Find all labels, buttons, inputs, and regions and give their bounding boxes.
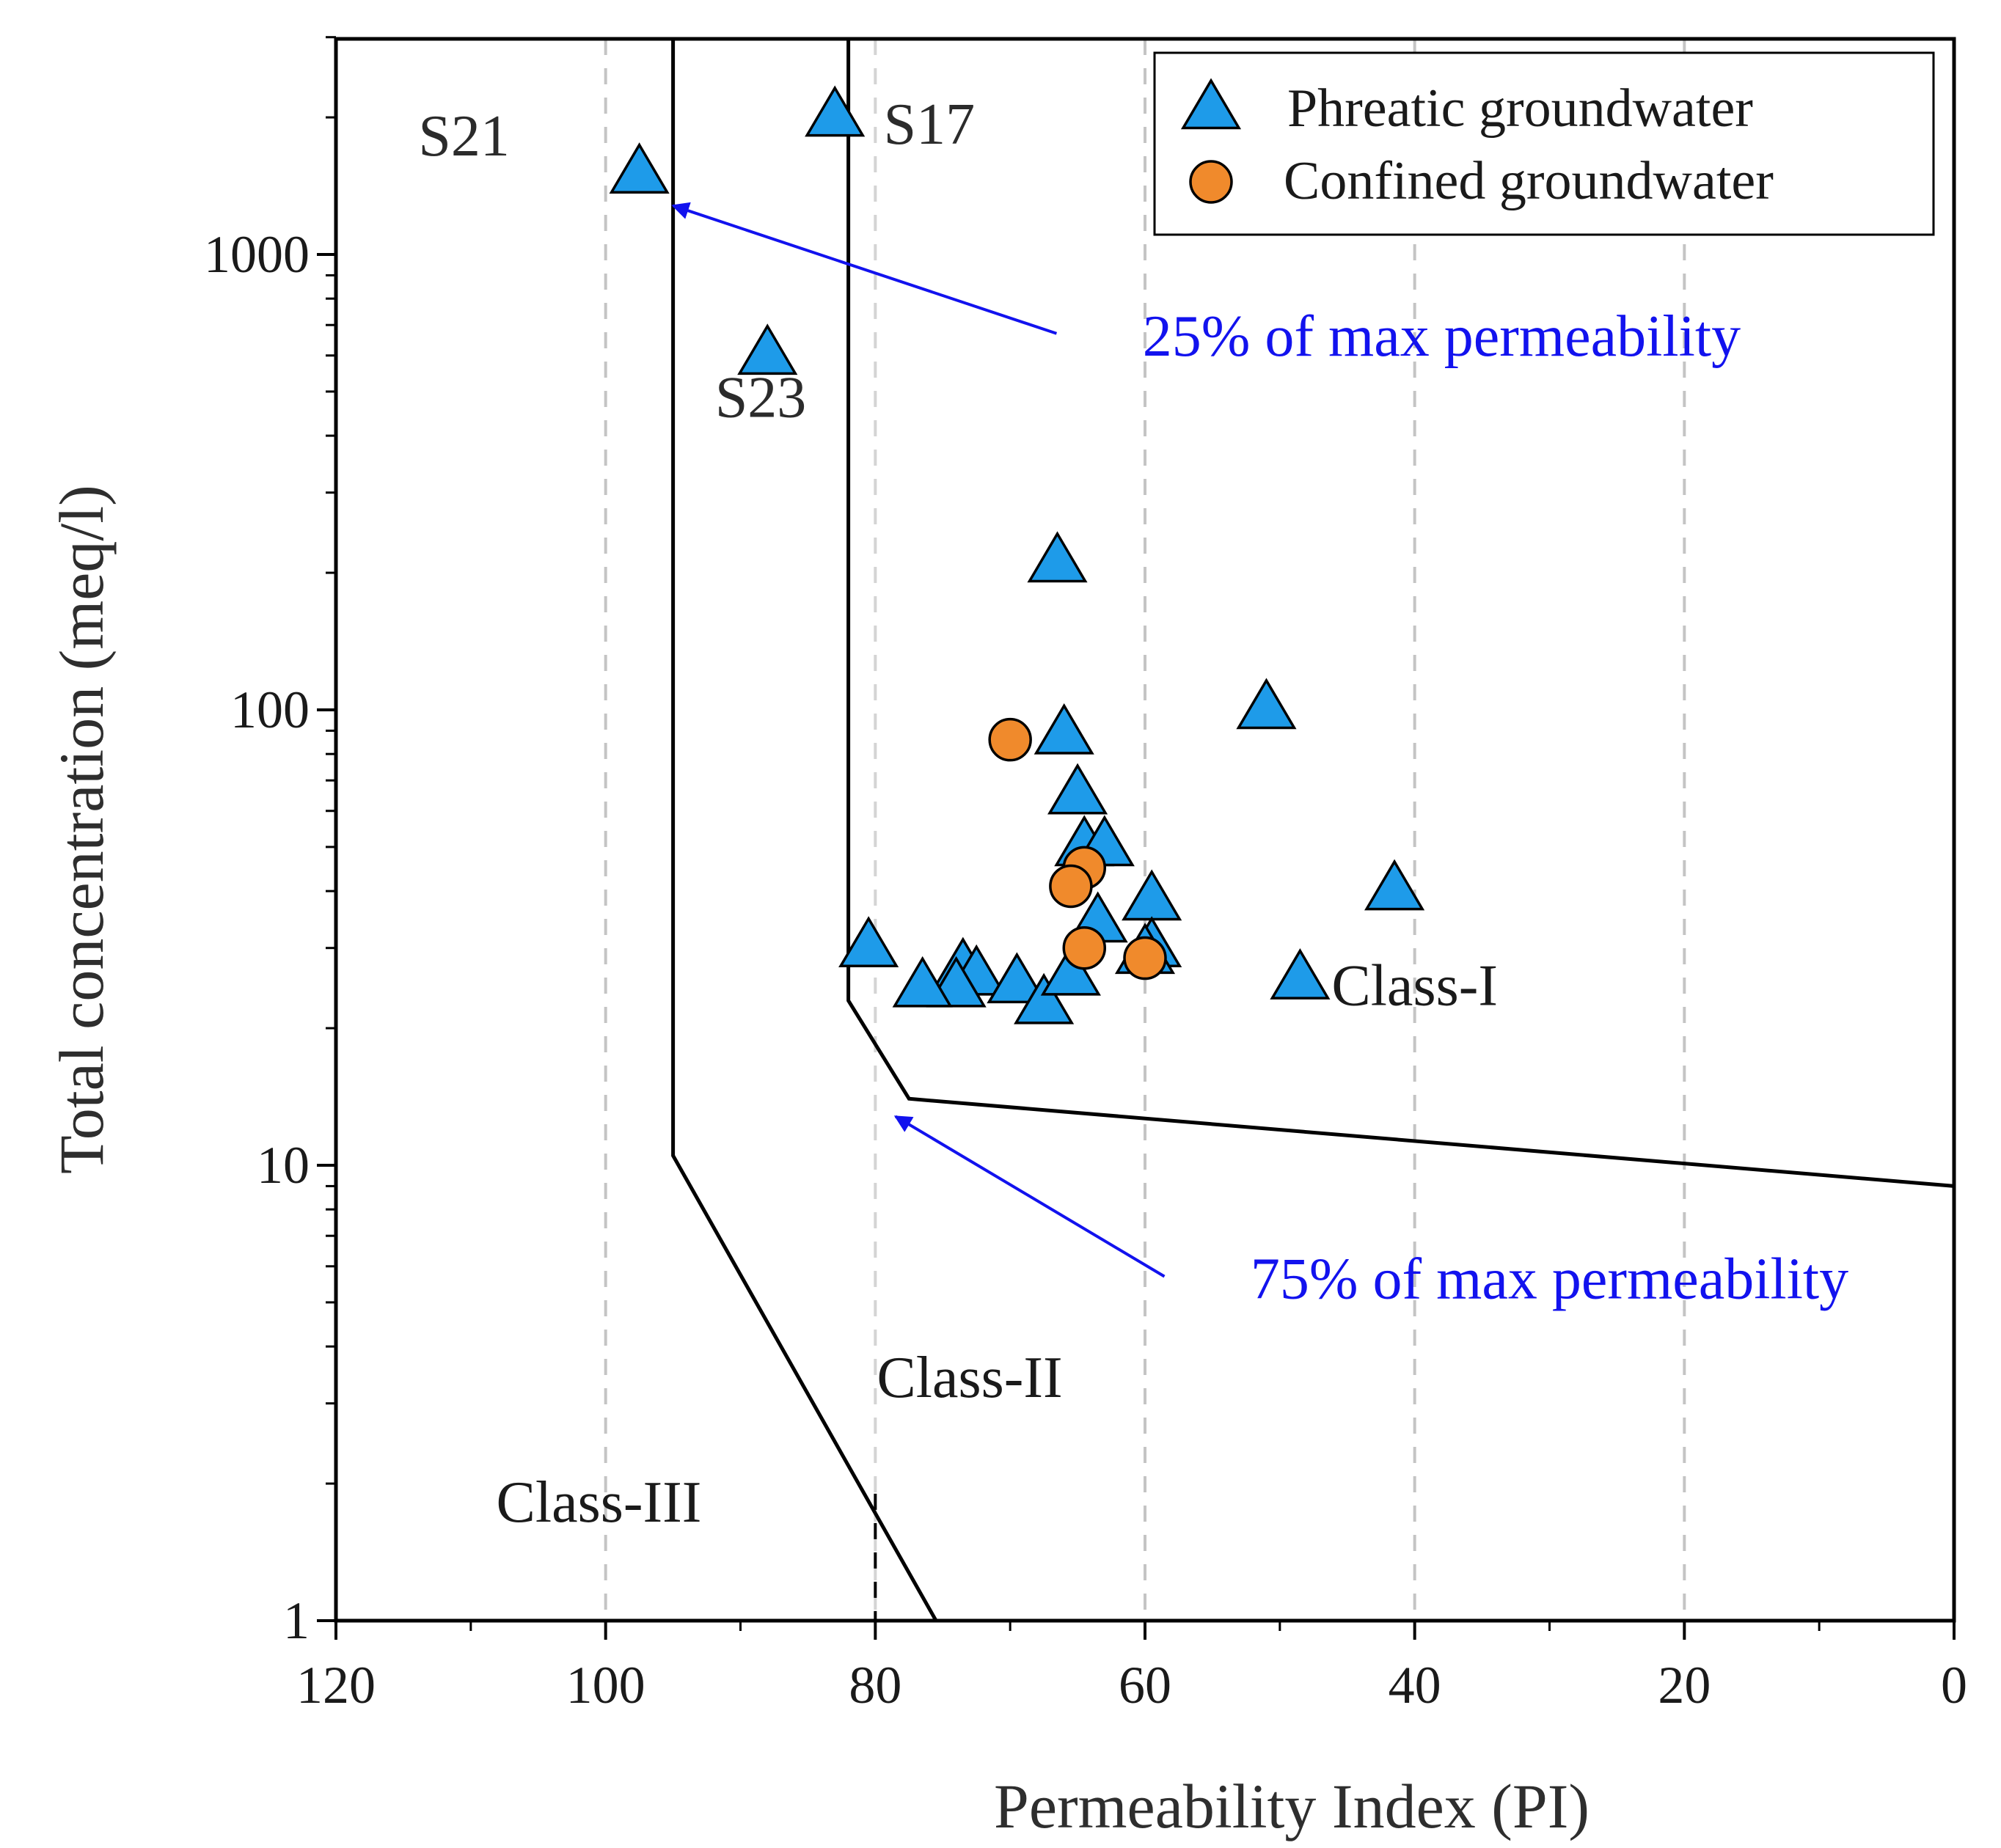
phreatic-point-23 — [1270, 948, 1331, 1000]
x-tick-label-60: 60 — [1119, 1656, 1171, 1715]
boundary-line-2 — [846, 39, 1955, 1188]
y-axis-title: Total concentration (meq/l) — [46, 485, 117, 1174]
class-label-class-i: Class-I — [1331, 953, 1498, 1018]
annotation-label-75-of-max-permeability: 75% of max permeability — [1251, 1247, 1848, 1312]
class-label-class-ii: Class-II — [877, 1346, 1062, 1410]
sample-label-s17: S17 — [884, 92, 976, 157]
phreatic-point-5 — [1236, 678, 1297, 730]
legend-label-confined: Confined groundwater — [1284, 151, 1774, 211]
legend-markers — [1180, 78, 1242, 204]
legend: Phreatic groundwater Confined groundwate… — [1153, 51, 1935, 236]
confined-point-4 — [1062, 925, 1107, 970]
phreatic-point-4 — [1027, 531, 1088, 583]
phreatic-point-12 — [1364, 859, 1425, 911]
x-tick-label-120: 120 — [296, 1656, 376, 1715]
gridlines — [604, 39, 1686, 1621]
annotation-arrow-25-of-max-permeability — [671, 202, 1058, 335]
x-axis-title: Permeability Index (PI) — [994, 1771, 1590, 1841]
legend-marker-phreatic — [1180, 78, 1242, 130]
sample-label-s23: S23 — [715, 365, 807, 430]
phreatic-point-15 — [838, 916, 899, 968]
phreatic-point-7 — [1047, 763, 1108, 815]
data-points — [609, 85, 1425, 1024]
phreatic-point-22 — [1040, 944, 1101, 996]
phreatic-point-3 — [737, 323, 798, 375]
annotations: S21 S17 S23 25% of max permeability 75% of m… — [418, 92, 1848, 1535]
class-label-class-iii: Class-III — [497, 1470, 702, 1535]
confined-point-3 — [1049, 864, 1093, 909]
phreatic-point-10 — [1122, 869, 1182, 921]
class-boundaries — [671, 39, 1955, 1622]
phreatic-point-20 — [987, 952, 1047, 1004]
annotation-label-25-of-max-permeability: 25% of max permeability — [1143, 304, 1741, 369]
y-tick-label-1000: 1000 — [204, 225, 310, 284]
annotation-arrow-75-of-max-permeability — [893, 1115, 1166, 1278]
x-tick-label-0: 0 — [1941, 1656, 1967, 1715]
confined-point-1 — [988, 717, 1032, 762]
legend-marker-confined — [1189, 160, 1233, 204]
x-tick-label-40: 40 — [1389, 1656, 1441, 1715]
phreatic-point-21 — [1014, 972, 1075, 1024]
legend-box — [1153, 51, 1935, 236]
x-tick-label-100: 100 — [566, 1656, 645, 1715]
phreatic-point-6 — [1034, 703, 1094, 755]
sample-label-s21: S21 — [418, 104, 510, 169]
boundary-line-1 — [671, 39, 938, 1622]
x-tick-label-20: 20 — [1658, 1656, 1711, 1715]
y-tick-label-1: 1 — [283, 1591, 310, 1650]
phreatic-point-19 — [892, 956, 953, 1008]
y-tick-label-10: 10 — [257, 1136, 310, 1195]
x-tick-label-80: 80 — [849, 1656, 901, 1715]
phreatic-point-1 — [609, 142, 670, 194]
phreatic-point-2 — [805, 85, 866, 137]
axis-ticks: 120 100 80 60 40 20 0 1 10 100 1000 — [204, 36, 1967, 1715]
y-tick-label-100: 100 — [230, 681, 310, 739]
confined-point-5 — [1123, 936, 1167, 980]
legend-label-phreatic: Phreatic groundwater — [1287, 78, 1753, 139]
